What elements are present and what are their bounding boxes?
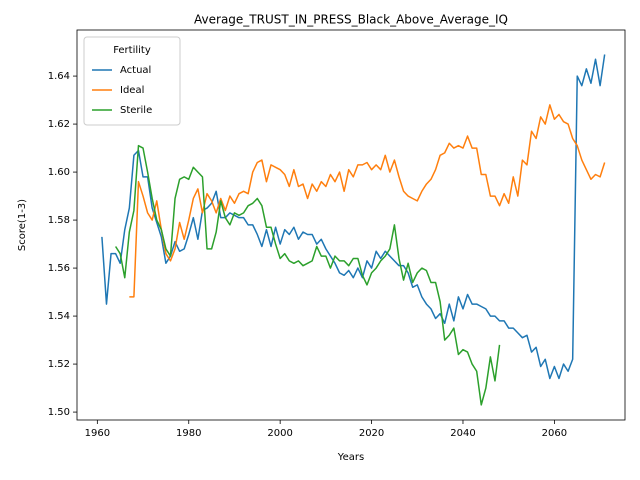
x-axis-label: Years <box>337 452 364 463</box>
data-line <box>114 144 501 406</box>
y-tick-label: 1.64 <box>48 71 70 82</box>
y-tick-label: 1.56 <box>48 263 70 274</box>
legend-title: Fertility <box>113 45 151 56</box>
legend-label: Actual <box>120 65 151 76</box>
y-tick-label: 1.54 <box>48 311 70 322</box>
y-tick-label: 1.50 <box>48 407 70 418</box>
y-tick-label: 1.52 <box>48 359 70 370</box>
chart-title: Average_TRUST_IN_PRESS_Black_Above_Avera… <box>194 13 508 27</box>
y-tick-label: 1.60 <box>48 167 70 178</box>
x-tick-label: 2040 <box>450 428 475 439</box>
x-tick-label: 2020 <box>359 428 384 439</box>
y-axis-label: Score(1-3) <box>17 199 28 251</box>
x-tick-label: 2000 <box>267 428 292 439</box>
data-line <box>129 104 606 298</box>
data-line <box>101 54 606 380</box>
x-tick-label: 2060 <box>542 428 567 439</box>
legend-label: Ideal <box>120 85 144 96</box>
y-tick-label: 1.62 <box>48 119 70 130</box>
x-tick-label: 1980 <box>176 428 201 439</box>
legend-label: Sterile <box>120 105 152 116</box>
y-tick-label: 1.58 <box>48 215 70 226</box>
x-tick-label: 1960 <box>85 428 110 439</box>
legend-box <box>83 36 181 126</box>
plot-frame <box>76 29 626 421</box>
